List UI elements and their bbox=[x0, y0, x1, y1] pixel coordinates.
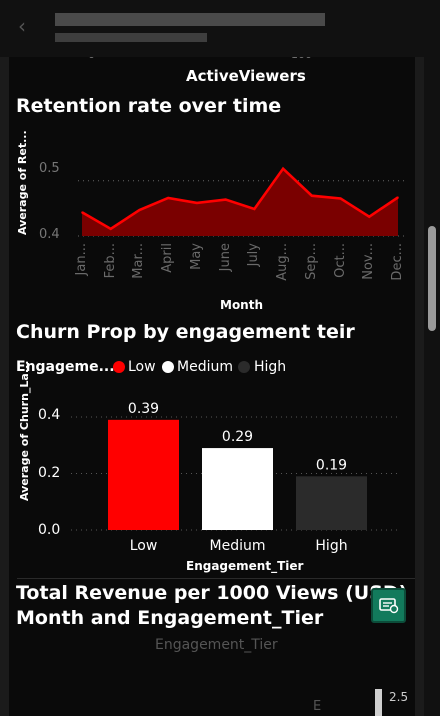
left-frame bbox=[0, 57, 9, 716]
retention-x-tick: June bbox=[217, 243, 233, 272]
churn-legend-title: Engageme... bbox=[16, 359, 115, 375]
smart-narrative-icon bbox=[379, 598, 399, 614]
retention-point[interactable] bbox=[167, 197, 169, 199]
retention-area bbox=[82, 168, 398, 236]
churn-chart-title: Churn Prop by engagement teir bbox=[16, 321, 355, 343]
revenue-legend-title: Engagement_Tier bbox=[155, 637, 278, 653]
right-frame bbox=[415, 57, 424, 716]
retention-line[interactable] bbox=[81, 166, 399, 231]
legend-high-swatch bbox=[238, 361, 250, 373]
churn-y-tick: 0.4 bbox=[38, 407, 61, 423]
retention-point[interactable] bbox=[368, 215, 371, 218]
retention-x-tick: Feb... bbox=[102, 243, 118, 279]
retention-point[interactable] bbox=[196, 202, 198, 204]
retention-point[interactable] bbox=[253, 208, 256, 210]
churn-y-tick: 0.2 bbox=[38, 465, 61, 481]
churn-data-label: 0.19 bbox=[316, 457, 347, 473]
revenue-partial-tick: E bbox=[313, 699, 322, 714]
back-button[interactable]: ‹ bbox=[18, 14, 26, 38]
churn-x-tick: Low bbox=[130, 538, 158, 554]
revenue-chart-title-line1: Total Revenue per 1000 Views (USD) b bbox=[16, 582, 415, 604]
churn-y-tick: 0.0 bbox=[38, 522, 61, 538]
retention-x-tick: Jan... bbox=[74, 243, 89, 276]
retention-y-tick: 0.5 bbox=[39, 161, 60, 176]
report-canvas: 0 100 ActiveViewers Retention rate over … bbox=[9, 57, 415, 716]
retention-point[interactable] bbox=[339, 197, 342, 200]
retention-x-tick: Oct... bbox=[332, 243, 348, 278]
retention-chart-title: Retention rate over time bbox=[16, 95, 282, 117]
churn-x-tick: High bbox=[315, 538, 347, 554]
top-chart-x-axis-title: ActiveViewers bbox=[186, 67, 306, 85]
retention-x-tick: Aug... bbox=[275, 243, 291, 281]
retention-point[interactable] bbox=[397, 196, 399, 199]
visual-divider bbox=[17, 578, 415, 579]
report-header: ‹ bbox=[0, 0, 440, 58]
churn-data-label: 0.39 bbox=[128, 401, 159, 417]
retention-line-chart[interactable] bbox=[9, 147, 415, 297]
smart-narrative-button[interactable] bbox=[371, 588, 406, 623]
revenue-value-label: 2.5 bbox=[389, 690, 409, 704]
report-subtitle-placeholder bbox=[55, 33, 207, 42]
legend-medium-label[interactable]: Medium bbox=[177, 359, 233, 375]
retention-x-tick: Dec... bbox=[390, 243, 405, 281]
retention-point[interactable] bbox=[138, 209, 141, 211]
churn-bar-high[interactable] bbox=[296, 476, 367, 530]
churn-x-tick: Medium bbox=[210, 538, 266, 554]
retention-x-tick: April bbox=[160, 243, 176, 273]
legend-high-label[interactable]: High bbox=[254, 359, 287, 375]
revenue-bar-partial[interactable] bbox=[375, 689, 382, 716]
retention-x-tick: Sep... bbox=[303, 243, 319, 280]
retention-x-tick: Nov... bbox=[361, 243, 377, 280]
scrollbar-track[interactable] bbox=[424, 57, 440, 716]
churn-bar-medium[interactable] bbox=[202, 448, 273, 530]
top-chart-tick: 100 bbox=[291, 57, 312, 61]
retention-point[interactable] bbox=[109, 228, 112, 230]
retention-point[interactable] bbox=[224, 198, 227, 201]
retention-x-tick: May bbox=[188, 243, 204, 270]
churn-data-label: 0.29 bbox=[222, 429, 253, 445]
scrollbar-thumb[interactable] bbox=[428, 226, 436, 331]
churn-x-axis-title: Engagement_Tier bbox=[186, 559, 304, 573]
top-chart-tick: 0 bbox=[88, 57, 95, 61]
legend-medium-swatch bbox=[162, 361, 174, 373]
retention-x-tick: Mar... bbox=[131, 243, 147, 279]
chevron-left-icon: ‹ bbox=[18, 14, 26, 38]
retention-point[interactable] bbox=[81, 211, 83, 214]
report-title-placeholder bbox=[55, 13, 325, 26]
churn-bar-low[interactable] bbox=[108, 419, 179, 530]
retention-y-tick: 0.4 bbox=[39, 227, 60, 242]
retention-x-tick: July bbox=[246, 243, 262, 267]
revenue-chart-title-line2: Month and Engagement_Tier bbox=[16, 607, 324, 629]
retention-x-axis-title: Month bbox=[220, 298, 264, 312]
legend-low-label[interactable]: Low bbox=[128, 359, 156, 375]
retention-point[interactable] bbox=[282, 167, 284, 170]
churn-bar-chart[interactable]: 0.39 Low 0.29 Medium 0.19 High bbox=[9, 387, 415, 559]
retention-point[interactable] bbox=[311, 194, 313, 197]
legend-low-swatch bbox=[113, 361, 125, 373]
